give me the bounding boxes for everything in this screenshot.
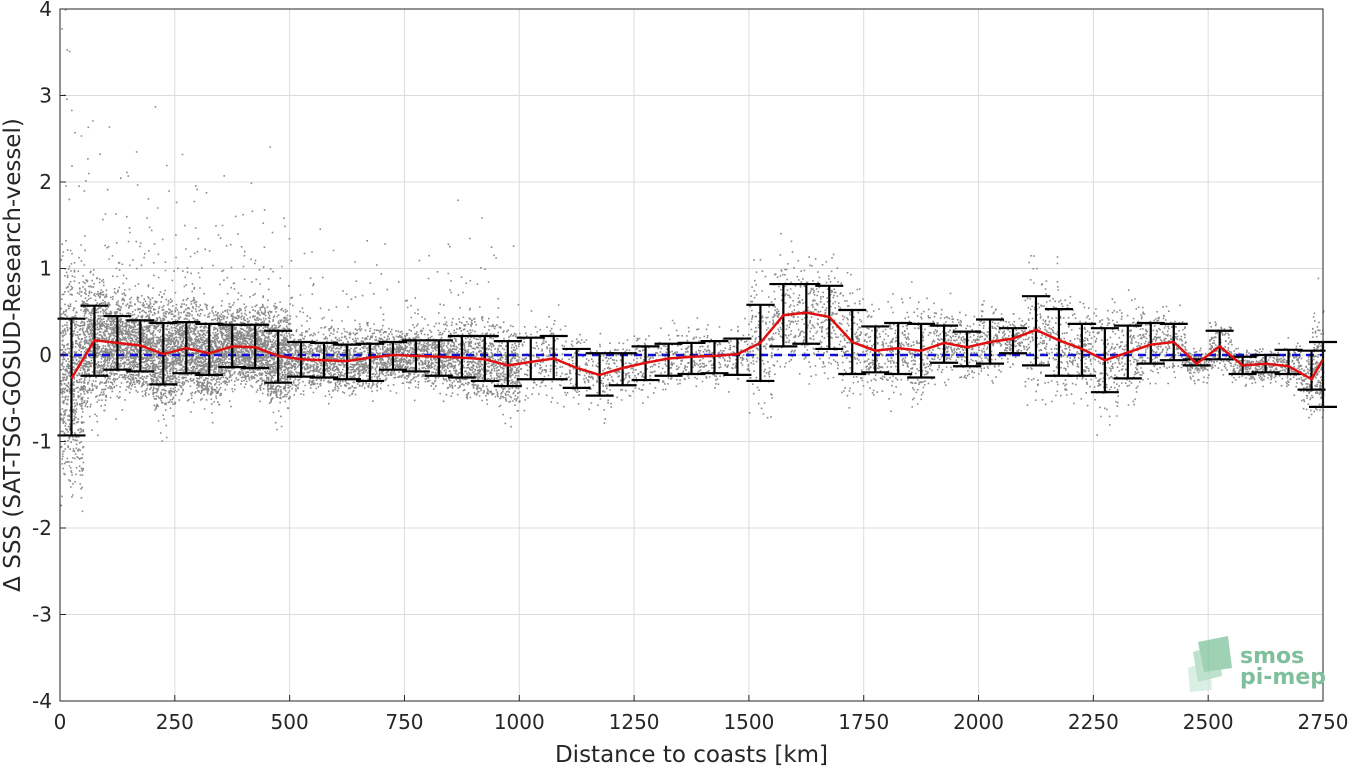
mean-line-path (70, 311, 1325, 381)
x-axis-label: Distance to coasts [km] (555, 742, 828, 768)
y-axis-label: Δ SSS (SAT-TSG-GOSUD-Research-vessel) (0, 118, 26, 592)
errorbar (356, 342, 385, 383)
y-tick-label: 1 (39, 257, 52, 281)
errorbar (792, 282, 821, 345)
errorbar (723, 337, 752, 376)
y-tick-label: 3 (39, 84, 52, 108)
y-tick-label: 0 (39, 343, 52, 367)
x-tick-label: 250 (156, 710, 194, 734)
smos-pi-mep-logo: smos pi-mep (1188, 636, 1326, 692)
errorbar (1297, 349, 1326, 391)
errorbar (493, 340, 522, 388)
axes (59, 8, 1324, 702)
x-tick-label: 1750 (838, 710, 889, 734)
errorbar (424, 339, 453, 377)
y-tick-label: 2 (39, 170, 52, 194)
logo-icon (1188, 636, 1232, 692)
errorbar (998, 327, 1027, 355)
y-tick-label: -1 (32, 430, 52, 454)
logo-text-line2: pi-mep (1240, 665, 1326, 690)
x-tick-label: 1000 (494, 710, 545, 734)
x-tick-label: 0 (54, 710, 67, 734)
x-tick-label: 2000 (953, 710, 1004, 734)
errorbar (700, 340, 729, 375)
y-tick-label: -3 (32, 603, 52, 627)
scatter-cloud (60, 9, 1325, 513)
y-tick-label: -4 (32, 689, 52, 713)
x-tick-label: 750 (385, 710, 423, 734)
logo-text-line1: smos (1240, 644, 1304, 669)
x-tick-label: 2250 (1068, 710, 1119, 734)
x-tick-label: 500 (271, 710, 309, 734)
y-tick-label: 4 (39, 0, 52, 21)
x-tick-label: 1250 (609, 710, 660, 734)
y-tick-label: -2 (32, 516, 52, 540)
scatter-points (60, 9, 1325, 513)
x-tick-label: 2500 (1183, 710, 1234, 734)
x-tick-label: 2750 (1298, 710, 1349, 734)
errorbar (953, 330, 982, 368)
mean-line (70, 311, 1325, 381)
tick-labels: 0 250 500 750 1000 1250 1500 1750 2000 2250 2500 27… (32, 0, 1348, 734)
x-tick-label: 1500 (723, 710, 774, 734)
